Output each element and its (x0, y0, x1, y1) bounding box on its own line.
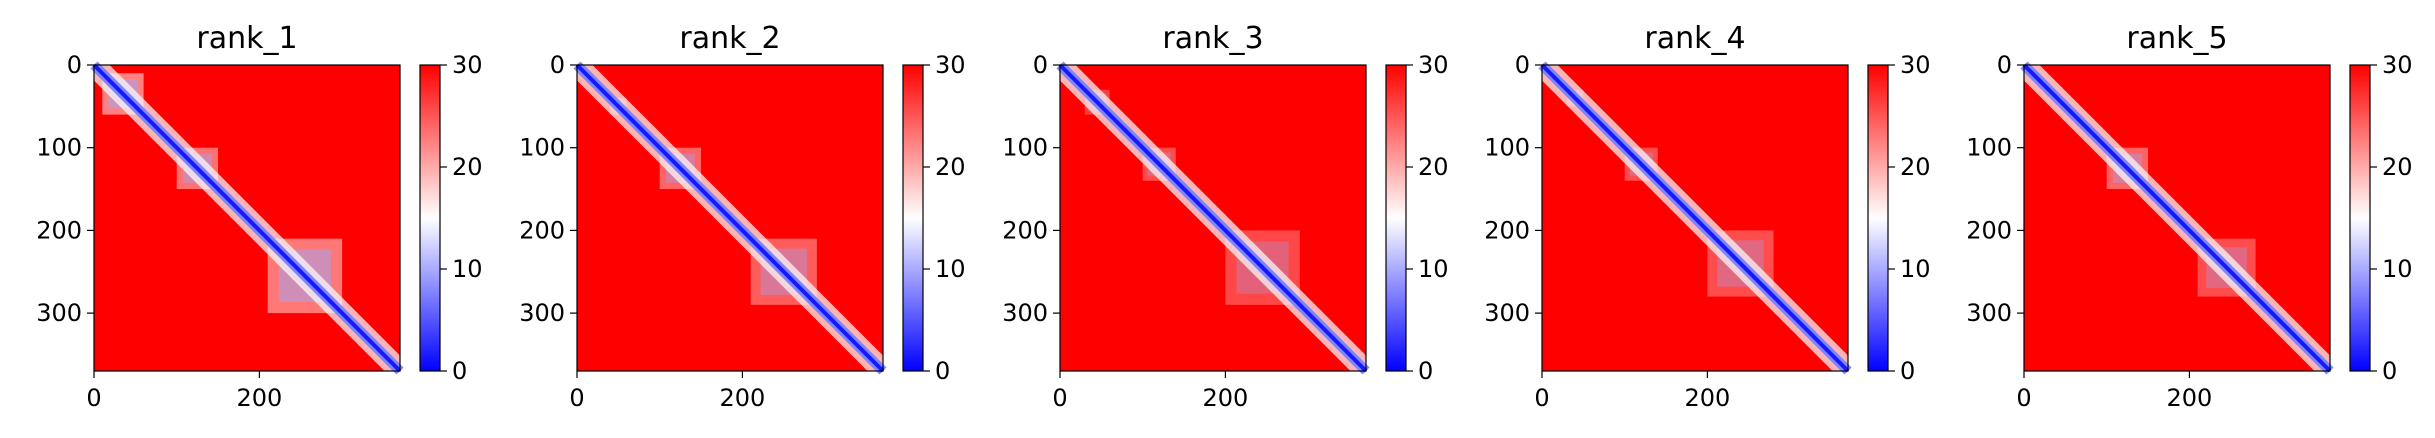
colorbar-tick-label: 10 (452, 255, 483, 283)
y-tick-label: 300 (519, 299, 565, 327)
panel-title: rank_3 (1162, 21, 1263, 56)
panel-title: rank_5 (2126, 21, 2227, 56)
x-tick-label: 0 (1052, 384, 1067, 412)
x-tick-label: 200 (236, 384, 282, 412)
colorbar-tick-label: 0 (452, 357, 467, 385)
colorbar-tick-label: 20 (1900, 153, 1931, 181)
diagonal-core (1540, 63, 1850, 373)
colorbar-gradient (902, 64, 924, 372)
x-tick-label: 0 (1534, 384, 1549, 412)
heatmap-panel: rank_2 0 100 200 300 0 200 (519, 21, 891, 412)
colorbar-gradient (2349, 64, 2371, 372)
colorbar: 0 10 20 30 (419, 51, 483, 385)
heatmap-panel: rank_1 0 100 200 300 0 200 (36, 21, 408, 412)
colorbar-gradient (1867, 64, 1889, 372)
y-tick-label: 200 (1966, 216, 2012, 244)
axes-frame (2023, 64, 2331, 372)
axes-frame (1541, 64, 1849, 372)
x-tick-label: 0 (569, 384, 584, 412)
axes-frame (93, 64, 401, 372)
colorbar: 0 10 20 30 (902, 51, 966, 385)
y-tick-label: 100 (1002, 134, 1048, 162)
y-tick-label: 0 (1033, 51, 1048, 79)
diagonal-core (575, 63, 885, 373)
colorbar-tick-label: 30 (2382, 51, 2413, 79)
colorbar-tick-label: 30 (1900, 51, 1931, 79)
colorbar-tick-label: 30 (935, 51, 966, 79)
colorbar: 0 10 20 30 (1867, 51, 1931, 385)
y-tick-label: 300 (1002, 299, 1048, 327)
y-tick-label: 200 (1002, 216, 1048, 244)
x-tick-label: 200 (2166, 384, 2212, 412)
colorbar-gradient (1385, 64, 1407, 372)
colorbar: 0 10 20 30 (1385, 51, 1449, 385)
y-tick-label: 0 (550, 51, 565, 79)
y-tick-label: 100 (519, 134, 565, 162)
colorbar-tick-label: 0 (1418, 357, 1433, 385)
heatmap-panel: rank_5 0 100 200 300 0 200 (1966, 21, 2338, 412)
y-tick-label: 200 (36, 216, 82, 244)
x-tick-label: 0 (2016, 384, 2031, 412)
colorbar-tick-label: 20 (2382, 153, 2413, 181)
colorbar-gradient (419, 64, 441, 372)
colorbar-tick-label: 0 (2382, 357, 2397, 385)
panel-title: rank_2 (679, 21, 780, 56)
diagonal-core (2022, 63, 2332, 373)
axes-frame (1059, 64, 1367, 372)
x-tick-label: 0 (86, 384, 101, 412)
y-tick-label: 300 (36, 299, 82, 327)
colorbar-tick-label: 30 (1418, 51, 1449, 79)
heatmap-panel: rank_4 0 100 200 300 0 200 (1484, 21, 1856, 412)
panel-title: rank_4 (1644, 21, 1745, 56)
heatmap-panel: rank_3 0 100 200 300 0 200 (1002, 21, 1374, 412)
y-tick-label: 100 (1966, 134, 2012, 162)
colorbar: 0 10 20 30 (2349, 51, 2413, 385)
y-tick-label: 0 (1515, 51, 1530, 79)
colorbar-tick-label: 0 (1900, 357, 1915, 385)
y-tick-label: 300 (1966, 299, 2012, 327)
colorbar-tick-label: 30 (452, 51, 483, 79)
colorbar-tick-label: 20 (1418, 153, 1449, 181)
colorbar-tick-label: 10 (1900, 255, 1931, 283)
x-tick-label: 200 (719, 384, 765, 412)
y-tick-label: 100 (36, 134, 82, 162)
axes-frame (576, 64, 884, 372)
y-tick-label: 200 (519, 216, 565, 244)
diagonal-core (1058, 63, 1368, 373)
diagonal-core (92, 63, 402, 373)
y-tick-label: 200 (1484, 216, 1530, 244)
colorbar-tick-label: 20 (452, 153, 483, 181)
panel-title: rank_1 (196, 21, 297, 56)
colorbar-tick-label: 10 (935, 255, 966, 283)
y-tick-label: 100 (1484, 134, 1530, 162)
x-tick-label: 200 (1202, 384, 1248, 412)
colorbar-tick-label: 10 (2382, 255, 2413, 283)
colorbar-tick-label: 20 (935, 153, 966, 181)
colorbar-tick-label: 10 (1418, 255, 1449, 283)
y-tick-label: 300 (1484, 299, 1530, 327)
y-tick-label: 0 (1997, 51, 2012, 79)
y-tick-label: 0 (67, 51, 82, 79)
x-tick-label: 200 (1684, 384, 1730, 412)
colorbar-tick-label: 0 (935, 357, 950, 385)
